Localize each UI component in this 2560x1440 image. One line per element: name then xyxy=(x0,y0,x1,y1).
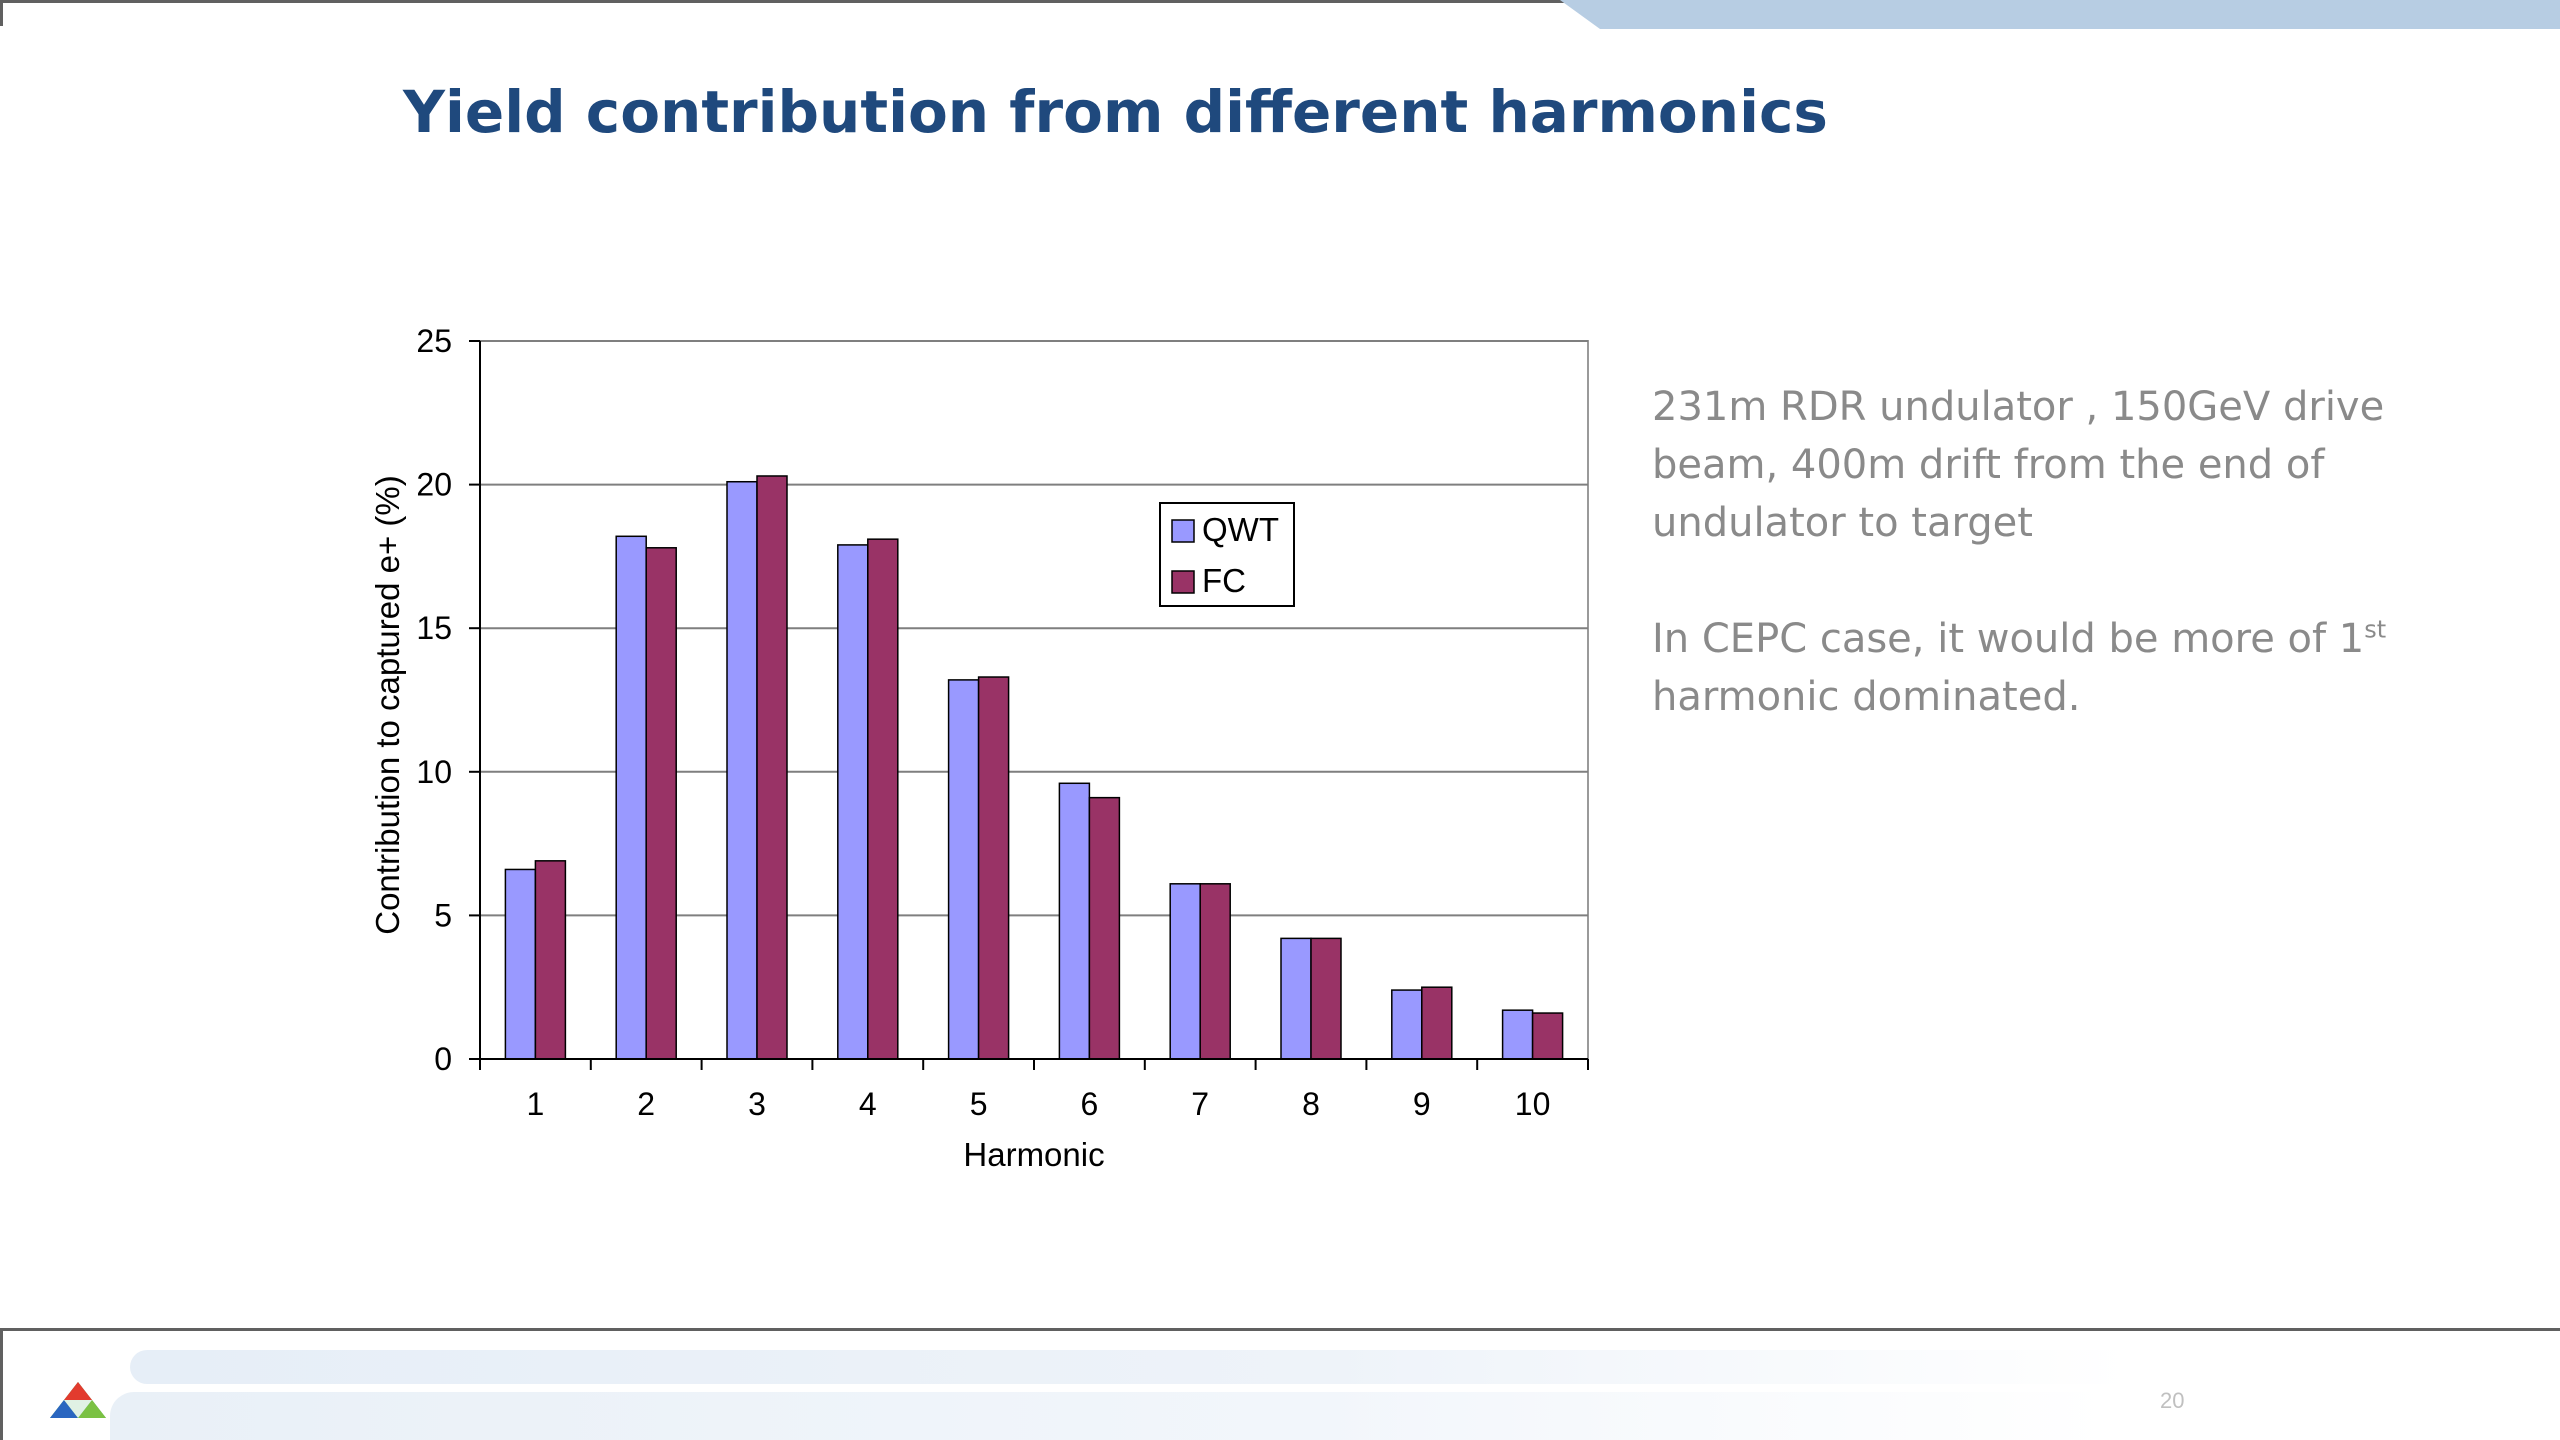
x-tick-label: 9 xyxy=(1413,1086,1431,1122)
legend-swatch-fc xyxy=(1171,570,1195,594)
bar-fc-9 xyxy=(1421,986,1453,1060)
x-axis-title: Harmonic xyxy=(963,1136,1104,1173)
x-tick-label: 10 xyxy=(1515,1086,1551,1122)
legend-label-qwt: QWT xyxy=(1202,511,1279,548)
top-decorative-band xyxy=(1560,0,2560,29)
bar-qwt-1 xyxy=(504,868,537,1060)
x-tick-label: 6 xyxy=(1081,1086,1099,1122)
bar-qwt-8 xyxy=(1280,937,1312,1060)
bar-fc-4 xyxy=(867,538,899,1060)
note-text-part: harmonic dominated. xyxy=(1652,674,2081,720)
x-tick-label: 5 xyxy=(970,1086,988,1122)
y-tick-label: 20 xyxy=(416,467,452,503)
bar-fc-8 xyxy=(1310,937,1342,1060)
top-left-border-tick xyxy=(0,0,3,26)
ordinal-suffix: st xyxy=(2364,615,2387,644)
bar-qwt-7 xyxy=(1169,883,1201,1060)
bar-qwt-10 xyxy=(1501,1009,1534,1060)
legend-label-fc: FC xyxy=(1202,562,1246,599)
footer-left-border xyxy=(0,1328,3,1440)
axes: 0 5 10 15 20 25 1 2 3 4 5 6 7 8 9 10 xyxy=(416,323,1589,1122)
bar-qwt-5 xyxy=(947,679,980,1060)
bar-fc-6 xyxy=(1088,796,1121,1060)
bar-fc-2 xyxy=(645,547,677,1060)
note-text-part: In CEPC case, it would be more of 1 xyxy=(1652,616,2365,662)
y-axis-title: Contribution to captured e+ (%) xyxy=(369,475,406,935)
bar-fc-3 xyxy=(756,475,788,1060)
footer-decorative-band xyxy=(130,1350,2130,1384)
y-tick-label: 5 xyxy=(434,897,452,933)
y-tick-label: 0 xyxy=(434,1041,452,1077)
bars xyxy=(504,475,1564,1060)
slide-title: Yield contribution from different harmon… xyxy=(403,78,1828,146)
x-tick-label: 4 xyxy=(859,1086,877,1122)
y-tick-label: 15 xyxy=(416,610,452,646)
bar-fc-5 xyxy=(977,676,1010,1060)
footer-decorative-band xyxy=(110,1392,2110,1440)
y-tick-label: 10 xyxy=(416,754,452,790)
note-paragraph-drive-beam: 231m RDR undulator , 150GeV drive beam, … xyxy=(1652,384,2385,546)
bar-fc-7 xyxy=(1199,883,1231,1060)
x-tick-label: 2 xyxy=(637,1086,655,1122)
bar-fc-1 xyxy=(534,860,567,1060)
bar-qwt-4 xyxy=(837,544,869,1060)
bar-qwt-2 xyxy=(615,535,647,1060)
x-tick-label: 1 xyxy=(527,1086,545,1122)
x-tick-label: 3 xyxy=(748,1086,766,1122)
bar-qwt-9 xyxy=(1391,989,1423,1060)
triangle-logo-icon xyxy=(50,1382,106,1418)
page-number: 20 xyxy=(2160,1388,2185,1413)
top-border-line xyxy=(0,0,2560,3)
y-tick-label: 25 xyxy=(416,323,452,359)
footer-border-line xyxy=(0,1328,2560,1331)
bar-qwt-3 xyxy=(726,480,758,1060)
legend-swatch-qwt xyxy=(1171,519,1195,543)
x-tick-label: 7 xyxy=(1191,1086,1209,1122)
bar-fc-10 xyxy=(1531,1012,1564,1060)
bar-qwt-6 xyxy=(1058,782,1091,1060)
side-notes: 231m RDR undulator , 150GeV drive beam, … xyxy=(1652,378,2472,784)
note-paragraph-cepc: In CEPC case, it would be more of 1st ha… xyxy=(1652,610,2472,726)
legend: QWT FC xyxy=(1159,502,1295,607)
x-tick-label: 8 xyxy=(1302,1086,1320,1122)
